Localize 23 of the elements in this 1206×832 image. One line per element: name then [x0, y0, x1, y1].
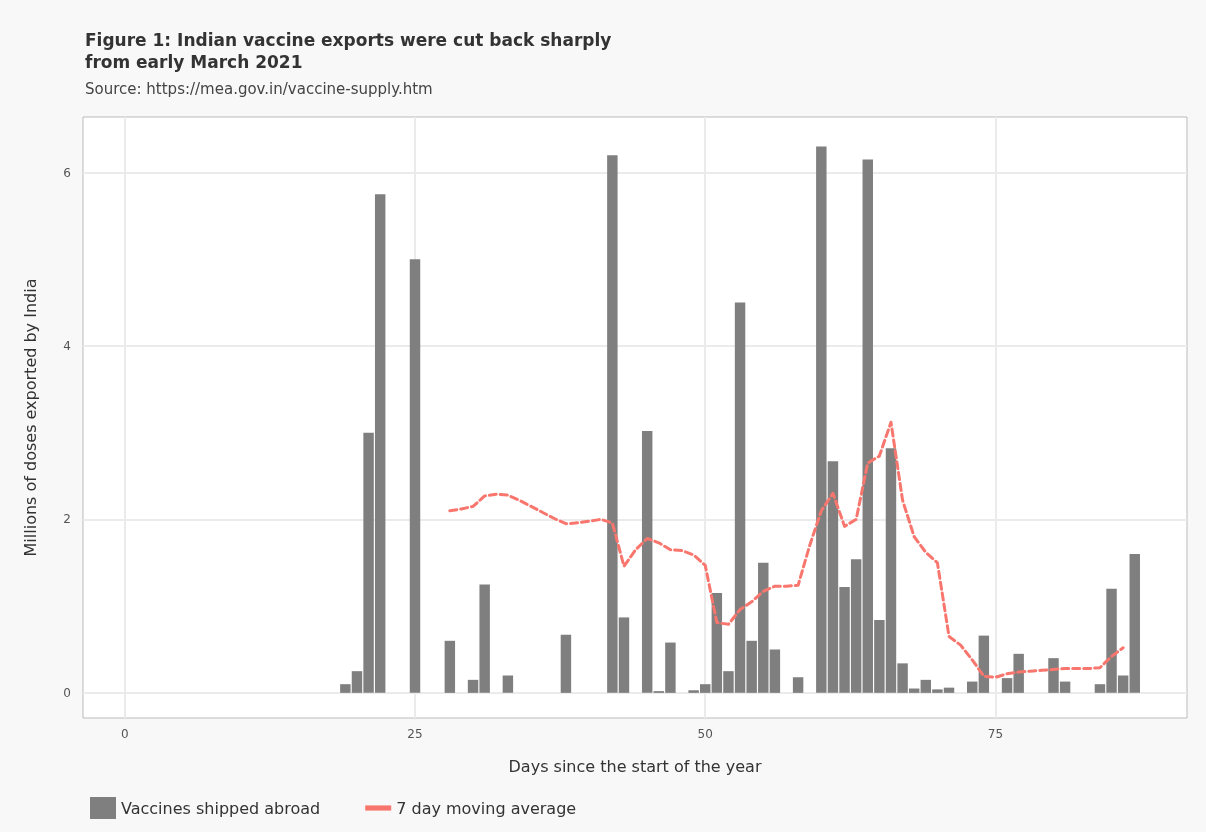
x-tick-label: 0	[120, 727, 129, 741]
chart-subtitle: Source: https://mea.gov.in/vaccine-supply.htm	[85, 79, 433, 98]
chart-title: Figure 1: Indian vaccine exports were cut back sharply from early March 2021	[85, 30, 612, 72]
line-series	[448, 420, 1125, 679]
y-tick-label: 6	[63, 165, 71, 180]
y-tick-label: 4	[63, 338, 71, 353]
bar	[502, 675, 514, 693]
bar	[1129, 554, 1140, 693]
bar	[641, 430, 653, 693]
bar	[560, 634, 572, 693]
legend-label: Vaccines shipped abroad	[121, 798, 321, 818]
y-tick-label: 2	[63, 512, 71, 527]
bar	[967, 681, 978, 693]
bar	[792, 677, 804, 693]
x-axis-title: Days since the start of the year	[508, 756, 762, 776]
legend-label: 7 day moving average	[396, 798, 577, 818]
y-tick-label: 0	[63, 685, 71, 700]
bar	[444, 640, 456, 693]
x-tick-label: 50	[697, 727, 713, 741]
bar	[409, 259, 421, 693]
x-tick-label: 75	[987, 727, 1004, 741]
y-axis-title: Millions of doses exported by India	[20, 278, 40, 557]
x-tick-label: 25	[407, 727, 423, 741]
